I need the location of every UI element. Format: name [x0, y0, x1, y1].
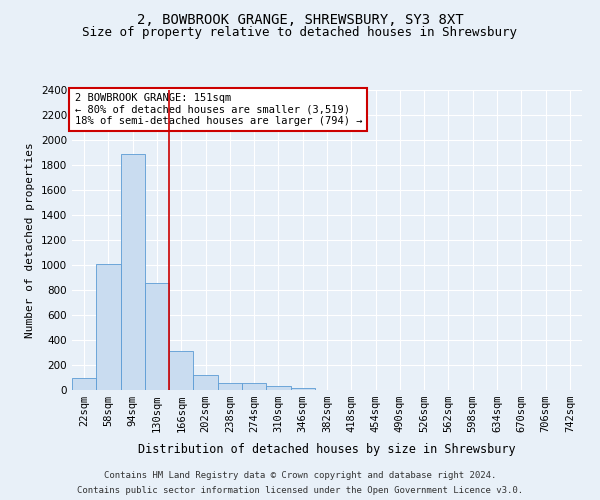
Y-axis label: Number of detached properties: Number of detached properties: [25, 142, 35, 338]
Bar: [218, 382, 242, 390]
Bar: [121, 154, 145, 390]
Bar: [145, 282, 169, 390]
Bar: [242, 383, 266, 390]
Bar: [266, 386, 290, 390]
Text: 2 BOWBROOK GRANGE: 151sqm
← 80% of detached houses are smaller (3,519)
18% of se: 2 BOWBROOK GRANGE: 151sqm ← 80% of detac…: [74, 93, 362, 126]
Text: Contains public sector information licensed under the Open Government Licence v3: Contains public sector information licen…: [77, 486, 523, 495]
Text: 2, BOWBROOK GRANGE, SHREWSBURY, SY3 8XT: 2, BOWBROOK GRANGE, SHREWSBURY, SY3 8XT: [137, 12, 463, 26]
Bar: [96, 264, 121, 390]
Bar: [290, 388, 315, 390]
Text: Size of property relative to detached houses in Shrewsbury: Size of property relative to detached ho…: [83, 26, 517, 39]
Text: Distribution of detached houses by size in Shrewsbury: Distribution of detached houses by size …: [138, 442, 516, 456]
Bar: [193, 375, 218, 390]
Bar: [72, 378, 96, 390]
Bar: [169, 350, 193, 390]
Text: Contains HM Land Registry data © Crown copyright and database right 2024.: Contains HM Land Registry data © Crown c…: [104, 471, 496, 480]
